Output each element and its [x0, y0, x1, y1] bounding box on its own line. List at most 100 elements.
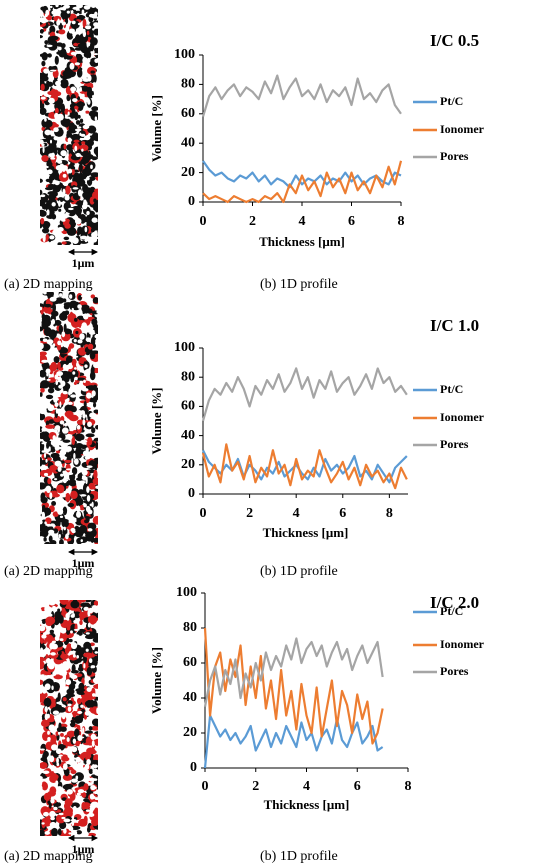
pore	[60, 736, 66, 740]
pore	[80, 439, 88, 444]
pore	[76, 511, 82, 518]
dark-phase	[45, 394, 54, 400]
pore	[94, 797, 98, 801]
pore	[80, 325, 85, 331]
dark-phase	[40, 829, 46, 836]
pore	[82, 93, 85, 99]
pore	[61, 713, 66, 720]
y-tick-label: 80	[181, 77, 195, 92]
pore	[58, 113, 64, 121]
dark-phase	[69, 300, 78, 306]
pore	[40, 776, 43, 780]
dark-phase	[77, 628, 86, 633]
dark-phase	[92, 332, 97, 341]
pore	[62, 188, 66, 196]
pore	[43, 408, 47, 415]
pore	[66, 737, 70, 743]
pore	[51, 318, 56, 325]
pore	[40, 139, 44, 145]
dark-phase	[88, 768, 94, 775]
pore	[43, 811, 49, 817]
dark-phase	[90, 350, 98, 354]
pore	[55, 165, 63, 171]
pore	[66, 789, 73, 795]
red-phase	[91, 817, 98, 827]
pore	[60, 380, 66, 387]
pore	[54, 180, 60, 186]
pore	[75, 775, 79, 780]
pore	[56, 757, 59, 764]
red-phase	[60, 732, 64, 737]
y-tick-label: 20	[181, 457, 195, 472]
pore	[72, 738, 77, 744]
pore	[42, 146, 45, 154]
dark-phase	[91, 310, 98, 315]
dark-phase	[40, 178, 43, 183]
pore	[85, 337, 91, 342]
pore	[42, 235, 46, 243]
series-line	[203, 627, 384, 745]
red-phase	[70, 769, 77, 775]
pore	[66, 468, 73, 471]
red-phase	[54, 107, 59, 115]
pore	[92, 94, 95, 98]
pore	[58, 754, 63, 757]
pore	[67, 168, 73, 174]
dark-phase	[48, 419, 55, 424]
pore	[87, 293, 90, 299]
dark-phase	[84, 519, 89, 524]
pore	[40, 306, 43, 311]
x-tick-label: 0	[200, 506, 207, 521]
pore	[61, 427, 69, 434]
red-phase	[94, 807, 98, 815]
red-phase	[84, 690, 90, 700]
pore	[47, 662, 55, 670]
pore	[59, 293, 63, 297]
pore	[67, 721, 72, 724]
pore	[61, 218, 66, 222]
pore	[41, 427, 47, 432]
dark-phase	[59, 744, 66, 749]
pore	[56, 795, 61, 803]
pore	[64, 116, 71, 119]
y-tick-label: 100	[176, 585, 197, 600]
pore	[79, 86, 82, 92]
red-phase	[73, 139, 80, 143]
pore	[90, 733, 97, 741]
dark-phase	[93, 409, 98, 414]
pore	[77, 218, 81, 223]
pore	[63, 5, 70, 9]
x-tick-label: 2	[249, 214, 256, 229]
pore	[73, 628, 80, 631]
pore	[56, 762, 60, 767]
dark-phase	[82, 187, 92, 193]
red-phase	[59, 600, 69, 605]
pore	[85, 809, 91, 812]
texture	[40, 5, 98, 245]
pore	[70, 86, 77, 92]
pore	[44, 605, 51, 613]
series-line	[202, 160, 403, 204]
red-phase	[87, 343, 94, 350]
dark-phase	[62, 439, 71, 443]
pore	[48, 613, 53, 617]
pore	[82, 419, 86, 426]
pore	[54, 223, 59, 228]
pore	[46, 378, 51, 381]
pore	[81, 148, 84, 152]
dark-phase	[88, 110, 97, 117]
dark-phase	[59, 539, 64, 544]
dark-phase	[84, 164, 91, 174]
pore	[46, 44, 53, 48]
pore	[41, 442, 46, 445]
pore	[51, 202, 56, 207]
dark-phase	[40, 210, 47, 217]
mapping-image	[40, 600, 98, 836]
pore	[92, 693, 96, 697]
pore	[80, 111, 86, 114]
pore	[66, 434, 73, 440]
pore	[90, 665, 96, 669]
dark-phase	[88, 460, 97, 470]
dark-phase	[68, 638, 73, 643]
red-phase	[86, 747, 96, 755]
